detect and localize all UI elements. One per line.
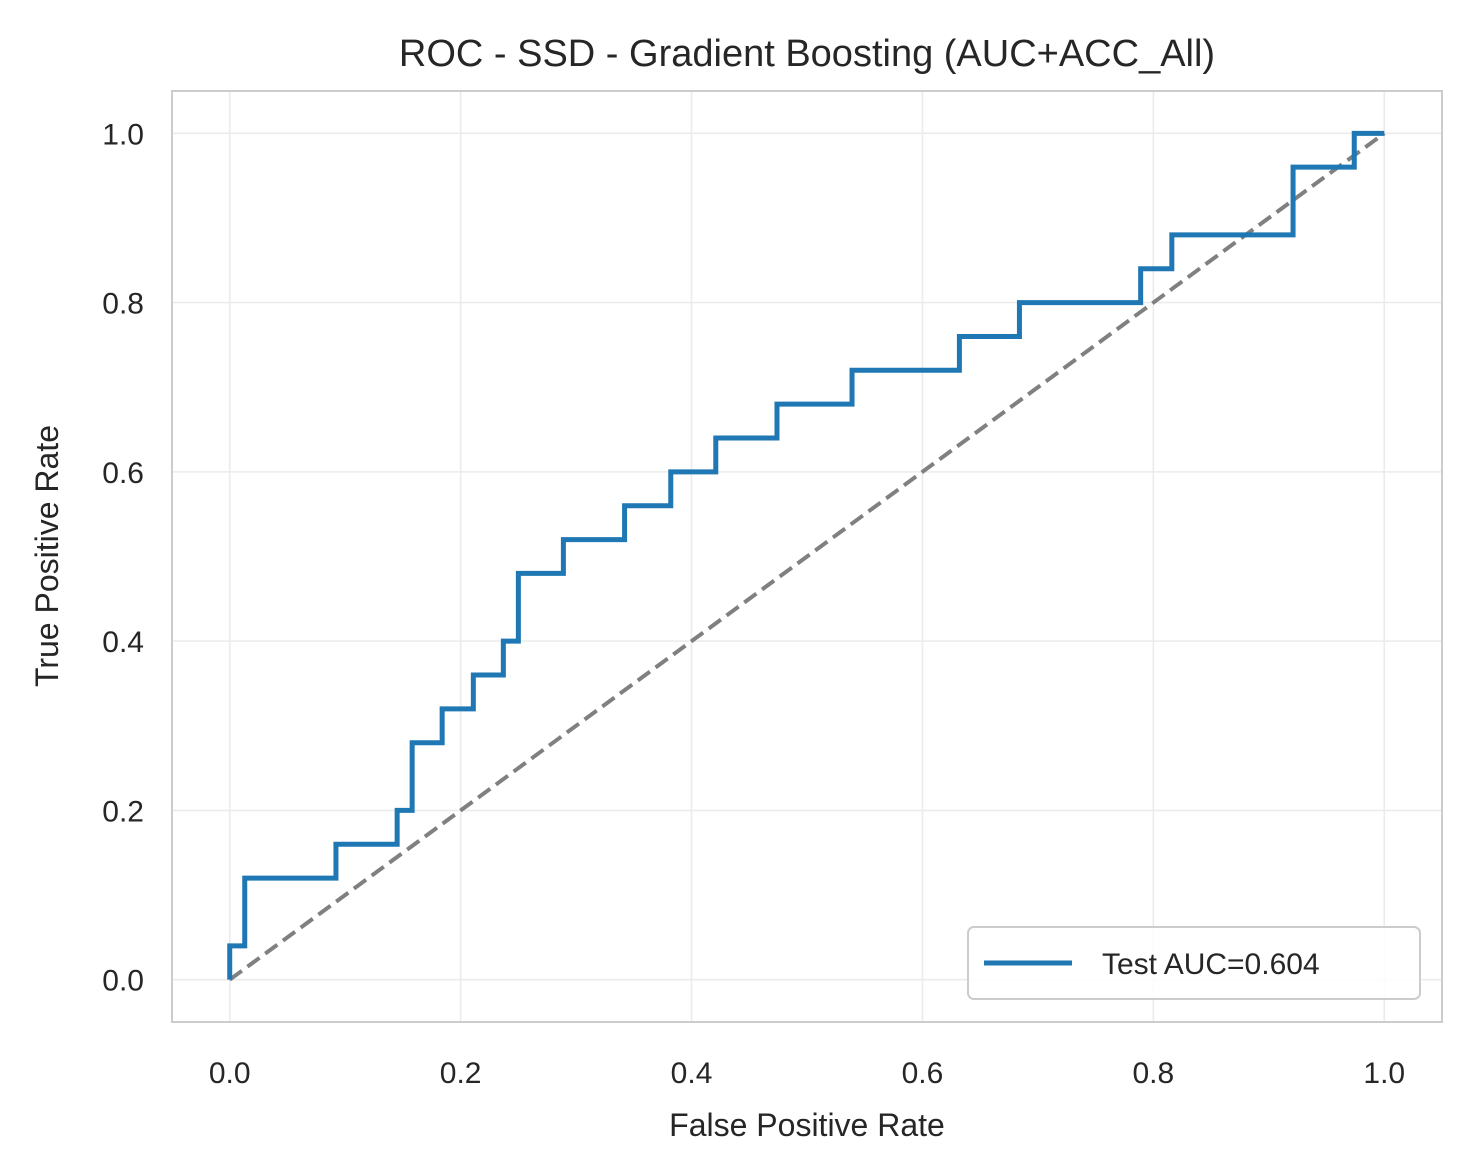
series-layer bbox=[227, 130, 1386, 982]
y-axis-label: True Positive Rate bbox=[29, 425, 65, 687]
chart-title: ROC - SSD - Gradient Boosting (AUC+ACC_A… bbox=[399, 33, 1215, 75]
legend-box bbox=[967, 926, 1421, 1000]
y-tick-label: 1.0 bbox=[102, 118, 144, 151]
y-tick-label: 0.6 bbox=[102, 457, 144, 490]
x-axis-ticks: 0.0 0.2 0.4 0.6 0.8 1.0 bbox=[209, 1057, 1405, 1090]
x-tick-label: 0.2 bbox=[440, 1057, 482, 1090]
x-tick-label: 0.6 bbox=[902, 1057, 944, 1090]
y-axis-ticks: 0.0 0.2 0.4 0.6 0.8 1.0 bbox=[102, 118, 144, 997]
chance-diagonal-line bbox=[228, 131, 1386, 982]
plot-frame bbox=[171, 90, 1443, 1023]
roc-curve-line bbox=[227, 130, 1385, 980]
y-tick-label: 0.8 bbox=[102, 288, 144, 321]
x-axis-label: False Positive Rate bbox=[669, 1107, 945, 1143]
legend-label: Test AUC=0.604 bbox=[1102, 948, 1320, 981]
x-tick-label: 0.0 bbox=[209, 1057, 251, 1090]
x-tick-label: 0.4 bbox=[671, 1057, 713, 1090]
x-tick-label: 1.0 bbox=[1363, 1057, 1405, 1090]
x-tick-label: 0.8 bbox=[1133, 1057, 1175, 1090]
grid bbox=[172, 91, 1442, 1022]
y-tick-label: 0.2 bbox=[102, 795, 144, 828]
y-tick-label: 0.0 bbox=[102, 965, 144, 998]
y-tick-label: 0.4 bbox=[102, 626, 144, 659]
legend: Test AUC=0.604 bbox=[967, 926, 1421, 1000]
